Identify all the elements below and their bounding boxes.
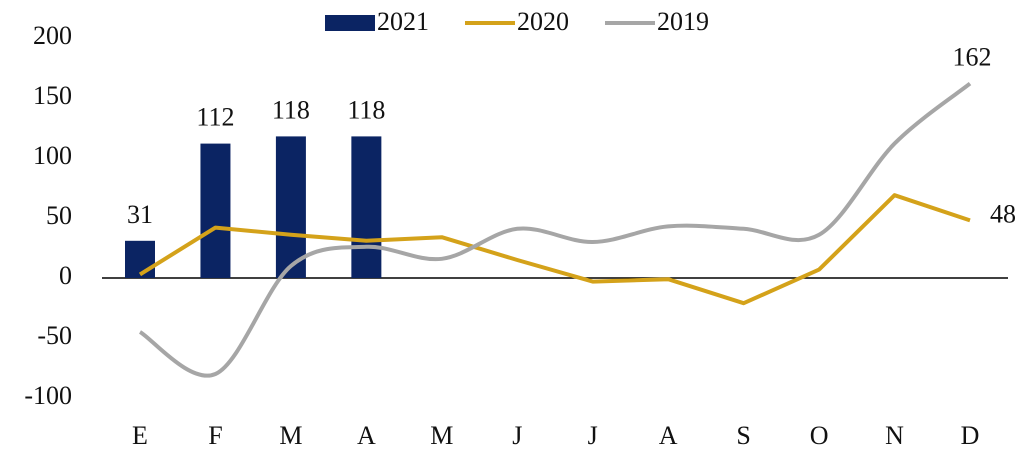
x-tick-label: M bbox=[430, 421, 453, 450]
y-tick-label: 100 bbox=[33, 141, 72, 170]
x-tick-label: A bbox=[659, 421, 678, 450]
x-tick-label: M bbox=[279, 421, 302, 450]
bar bbox=[125, 240, 155, 278]
data-label: 31 bbox=[127, 200, 153, 229]
legend-swatch bbox=[325, 15, 375, 31]
x-tick-label: A bbox=[357, 421, 376, 450]
y-tick-label: 50 bbox=[46, 201, 72, 230]
y-tick-label: -100 bbox=[24, 381, 72, 410]
bar bbox=[351, 136, 382, 278]
x-tick-label: S bbox=[736, 421, 750, 450]
x-tick-label: D bbox=[961, 421, 980, 450]
line bbox=[138, 193, 971, 306]
y-tick-label: 0 bbox=[59, 261, 72, 290]
legend-label: 2020 bbox=[517, 7, 569, 36]
data-label: 162 bbox=[953, 43, 992, 72]
y-tick-label: 200 bbox=[33, 21, 72, 50]
x-tick-label: F bbox=[208, 421, 222, 450]
bar bbox=[275, 136, 306, 278]
data-label: 48 bbox=[990, 199, 1016, 228]
line bbox=[138, 82, 972, 378]
x-tick-label: E bbox=[132, 421, 148, 450]
y-tick-label: 150 bbox=[33, 81, 72, 110]
x-tick-label: J bbox=[512, 421, 522, 450]
data-label: 118 bbox=[347, 95, 385, 124]
x-tick-label: N bbox=[885, 421, 904, 450]
bar bbox=[200, 143, 231, 278]
data-label: 112 bbox=[196, 103, 234, 132]
legend-label: 2019 bbox=[657, 7, 709, 36]
x-tick-label: O bbox=[810, 421, 829, 450]
y-tick-label: -50 bbox=[37, 321, 72, 350]
legend-label: 2021 bbox=[377, 7, 429, 36]
x-tick-label: J bbox=[588, 421, 598, 450]
data-label: 118 bbox=[272, 95, 310, 124]
